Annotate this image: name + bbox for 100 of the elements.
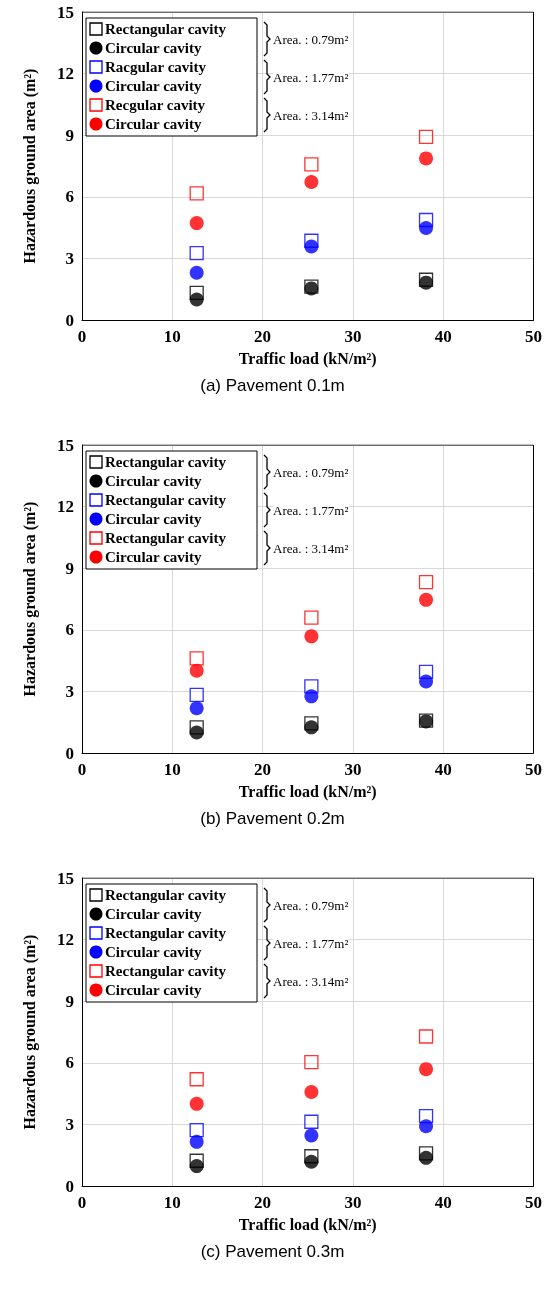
- x-tick-label: 50: [525, 760, 542, 779]
- x-tick-label: 0: [77, 760, 87, 779]
- x-tick-label: 50: [525, 327, 542, 346]
- legend-label: Rectangular cavity: [105, 454, 227, 470]
- legend-label: Rectangular cavity: [105, 530, 227, 546]
- point: [419, 1119, 434, 1134]
- annotation: Area. : 0.79m²: [273, 464, 349, 480]
- point: [304, 1084, 319, 1099]
- x-tick-label: 40: [434, 1193, 452, 1212]
- point: [418, 575, 434, 590]
- point: [304, 157, 319, 172]
- legend-label: Rectangular cavity: [105, 963, 227, 979]
- point: [419, 1062, 434, 1077]
- x-tick-label: 10: [163, 760, 181, 779]
- point: [189, 245, 204, 261]
- y-tick-label: 0: [65, 310, 74, 330]
- y-axis-title: Hazardous ground area (m²): [20, 501, 39, 697]
- point: [418, 1029, 434, 1044]
- y-tick-label: 6: [65, 1053, 74, 1073]
- y-axis-title: Hazardous ground area (m²): [20, 934, 39, 1130]
- y-tick-label: 0: [65, 1176, 74, 1196]
- point: [418, 1146, 434, 1161]
- annotation: Area. : 0.79m²: [273, 31, 349, 47]
- point: [304, 233, 319, 248]
- point: [189, 687, 204, 703]
- x-tick-label: 40: [434, 327, 452, 346]
- legend-label: Racgular cavity: [105, 59, 207, 75]
- x-tick-label: 20: [254, 327, 272, 346]
- annotation: Area. : 0.79m²: [273, 897, 349, 913]
- point: [419, 674, 434, 689]
- y-tick-label: 12: [57, 497, 74, 517]
- x-tick-label: 30: [344, 1193, 362, 1212]
- point: [304, 716, 319, 731]
- annotation: Area. : 1.77m²: [273, 69, 349, 85]
- y-tick-label: 12: [57, 64, 74, 84]
- y-tick-label: 12: [57, 930, 74, 950]
- point: [189, 720, 204, 735]
- y-tick-label: 3: [65, 1114, 74, 1134]
- x-tick-label: 10: [163, 1193, 181, 1212]
- x-tick-label: 0: [77, 327, 87, 346]
- y-tick-label: 15: [57, 435, 74, 455]
- legend-label: Rectangular cavity: [105, 21, 227, 37]
- text: (c) Pavement 0.3m: [200, 1242, 345, 1261]
- x-tick-label: 20: [254, 1193, 272, 1212]
- legend-label: Circular cavity: [105, 982, 203, 998]
- point: [419, 151, 434, 166]
- point: [419, 592, 434, 607]
- text: (b) Pavement 0.2m: [200, 809, 345, 828]
- point: [189, 285, 204, 301]
- x-tick-label: 0: [77, 1193, 87, 1212]
- y-tick-label: 0: [65, 743, 74, 763]
- point: [304, 175, 319, 190]
- annotation: Area. : 3.14m²: [273, 973, 349, 989]
- point: [304, 1149, 319, 1164]
- point: [189, 663, 204, 678]
- legend-label: Circular cavity: [105, 906, 203, 922]
- point: [189, 1123, 204, 1138]
- point: [189, 216, 204, 231]
- point: [189, 1153, 204, 1168]
- y-tick-label: 3: [65, 248, 74, 268]
- point: [189, 701, 204, 716]
- y-tick-label: 3: [65, 681, 74, 701]
- legend-label: Rectangular cavity: [105, 887, 227, 903]
- legend-label: Circular cavity: [105, 549, 203, 565]
- x-axis-title: Traffic load (kN/m²): [238, 782, 377, 801]
- legend-label: Circular cavity: [105, 40, 203, 56]
- legend-label: Circular cavity: [105, 473, 203, 489]
- point: [189, 1072, 204, 1087]
- point: [304, 1055, 319, 1070]
- y-tick-label: 9: [65, 991, 74, 1011]
- x-axis-title: Traffic load (kN/m²): [238, 1215, 377, 1234]
- text: (a) Pavement 0.1m: [200, 376, 345, 395]
- y-axis-title: Hazardous ground area (m²): [20, 68, 39, 264]
- legend-label: Circular cavity: [105, 78, 203, 94]
- point: [189, 1134, 204, 1149]
- point: [418, 664, 434, 680]
- legend-label: Rectangular cavity: [105, 925, 227, 941]
- legend-label: Circular cavity: [105, 116, 203, 132]
- y-tick-label: 6: [65, 620, 74, 640]
- y-tick-label: 15: [57, 2, 74, 22]
- point: [304, 1114, 319, 1129]
- point: [304, 1128, 319, 1143]
- legend-label: Recgular cavity: [105, 97, 206, 113]
- point: [304, 629, 319, 644]
- legend-label: Circular cavity: [105, 511, 203, 527]
- annotation: Area. : 3.14m²: [273, 107, 349, 123]
- y-tick-label: 9: [65, 125, 74, 145]
- x-axis-title: Traffic load (kN/m²): [238, 349, 377, 368]
- point: [418, 212, 434, 228]
- point: [418, 1109, 434, 1124]
- x-tick-label: 30: [344, 327, 362, 346]
- x-tick-label: 50: [525, 1193, 542, 1212]
- x-tick-label: 20: [254, 760, 272, 779]
- annotation: Area. : 1.77m²: [273, 502, 349, 518]
- y-tick-label: 9: [65, 558, 74, 578]
- point: [189, 186, 204, 201]
- legend-label: Rectangular cavity: [105, 492, 227, 508]
- legend-label: Circular cavity: [105, 944, 203, 960]
- x-tick-label: 10: [163, 327, 181, 346]
- y-tick-label: 15: [57, 868, 74, 888]
